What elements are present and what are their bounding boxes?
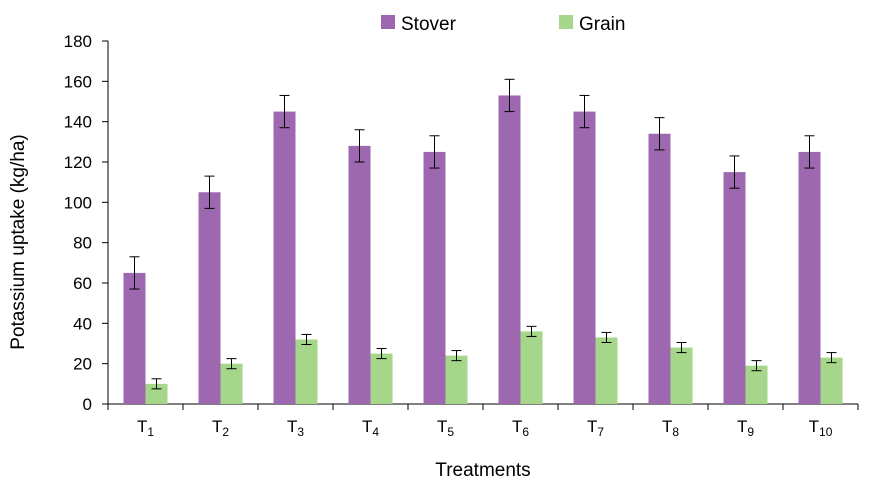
bar-stover bbox=[798, 151, 821, 404]
x-tick-subscript: 8 bbox=[672, 425, 679, 439]
bar-grain bbox=[445, 355, 468, 404]
x-tick-subscript: 5 bbox=[447, 425, 454, 439]
legend-label-stover: Stover bbox=[401, 14, 457, 35]
y-tick-label: 180 bbox=[64, 32, 92, 51]
x-tick-subscript: 4 bbox=[372, 425, 379, 439]
y-tick-label: 100 bbox=[64, 193, 92, 212]
bar-grain bbox=[220, 363, 243, 404]
y-tick-label: 120 bbox=[64, 153, 92, 172]
x-tick-label: T7 bbox=[587, 417, 604, 439]
x-tick-label: T1 bbox=[137, 417, 154, 439]
legend: Stover Grain bbox=[381, 14, 625, 35]
x-tick-label: T3 bbox=[287, 417, 304, 439]
y-tick-label: 20 bbox=[73, 355, 92, 374]
bar-stover bbox=[423, 151, 446, 404]
legend-swatch-grain bbox=[559, 15, 573, 29]
legend-label-grain: Grain bbox=[579, 14, 625, 35]
x-tick-label: T6 bbox=[512, 417, 529, 439]
bar-stover bbox=[723, 172, 746, 404]
x-tick-subscript: 7 bbox=[597, 425, 604, 439]
error-bars bbox=[129, 78, 837, 390]
bar-grain bbox=[520, 331, 543, 404]
x-tick-label: T9 bbox=[737, 417, 754, 439]
y-tick-label: 80 bbox=[73, 234, 92, 253]
bar-stover bbox=[273, 111, 296, 404]
bar-grain bbox=[595, 337, 618, 404]
x-tick-label: T8 bbox=[662, 417, 679, 439]
bars bbox=[123, 95, 843, 404]
x-tick-subscript: 10 bbox=[819, 425, 833, 439]
x-tick-label: T5 bbox=[437, 417, 454, 439]
x-tick-subscript: 1 bbox=[147, 425, 154, 439]
y-axis-title: Potassium uptake (kg/ha) bbox=[8, 134, 29, 349]
bar-stover bbox=[573, 111, 596, 404]
x-axis: T1 T2 T3 T4 T5 T6 T7 T8 T9 T10 bbox=[107, 403, 859, 439]
x-tick-subscript: 2 bbox=[222, 425, 229, 439]
bar-grain bbox=[745, 365, 768, 404]
y-axis: 0 20 40 60 80 100 120 140 160 180 bbox=[64, 32, 109, 414]
x-tick-label: T10 bbox=[809, 417, 833, 439]
bar-grain bbox=[670, 347, 693, 404]
y-tick-label: 140 bbox=[64, 113, 92, 132]
x-tick-label: T4 bbox=[362, 417, 379, 439]
y-tick-label: 0 bbox=[83, 395, 92, 414]
legend-swatch-stover bbox=[381, 15, 395, 29]
bar-stover bbox=[123, 272, 146, 404]
x-tick-label: T2 bbox=[212, 417, 229, 439]
y-tick-label: 40 bbox=[73, 314, 92, 333]
bar-grain bbox=[145, 383, 168, 404]
bar-grain bbox=[295, 339, 318, 404]
bar-stover bbox=[648, 133, 671, 404]
bar-grain bbox=[820, 357, 843, 404]
bar-stover bbox=[198, 192, 221, 404]
x-tick-subscript: 6 bbox=[522, 425, 529, 439]
y-tick-label: 160 bbox=[64, 72, 92, 91]
x-tick-subscript: 9 bbox=[747, 425, 754, 439]
bar-stover bbox=[348, 145, 371, 404]
x-axis-title: Treatments bbox=[435, 460, 530, 481]
bar-stover bbox=[498, 95, 521, 404]
bar-grain bbox=[370, 353, 393, 404]
y-tick-label: 60 bbox=[73, 274, 92, 293]
x-tick-subscript: 3 bbox=[297, 425, 304, 439]
